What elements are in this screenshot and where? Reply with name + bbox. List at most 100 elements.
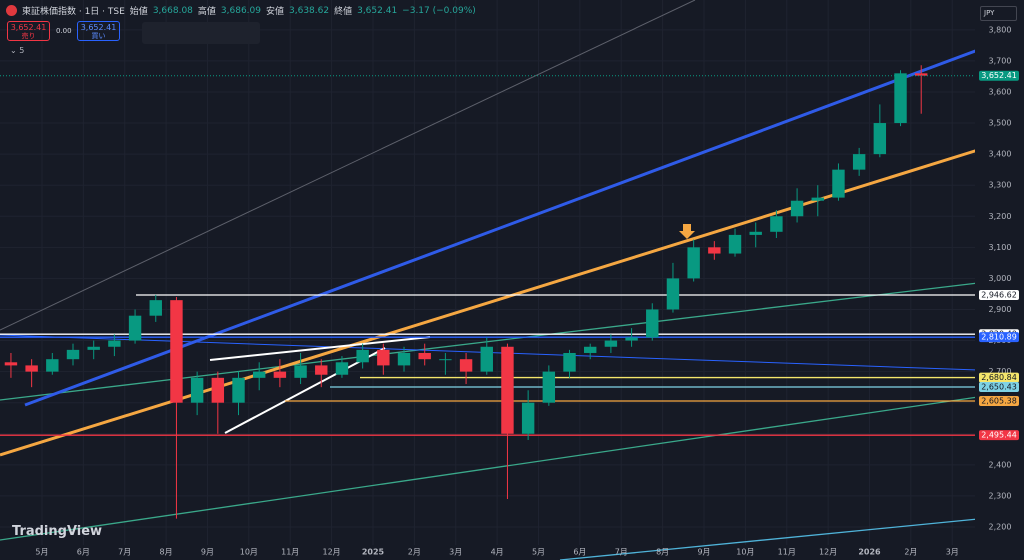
open-label: 始値: [129, 7, 148, 17]
y-tick-label: 3,600: [989, 87, 1012, 96]
candle-body: [377, 349, 390, 366]
candle-body: [356, 349, 369, 363]
y-tick-label: 3,400: [989, 150, 1012, 159]
candle-body: [749, 231, 762, 235]
x-tick-label: 6月: [573, 548, 586, 557]
candle-body: [335, 362, 349, 375]
candle-body: [66, 349, 80, 360]
x-tick-label: 12月: [819, 548, 837, 557]
x-tick-label: 9月: [201, 548, 214, 557]
high: 3,686.09: [220, 5, 261, 16]
y-tick-label: 3,100: [989, 243, 1012, 252]
candle-body: [790, 200, 804, 217]
y-tick-label: 3,700: [989, 56, 1012, 65]
indicator-number: 5: [19, 46, 25, 55]
candle-body: [646, 309, 659, 338]
y-tick-label: 3,300: [989, 181, 1012, 190]
x-tick-label: 6月: [77, 548, 90, 557]
spread: 0.00: [56, 27, 72, 35]
trend-line: [559, 518, 979, 560]
candle-body: [459, 359, 473, 372]
y-tick-label: 3,000: [989, 274, 1012, 283]
price-tag-label: 2,605.38: [981, 397, 1017, 406]
candle-body: [480, 346, 493, 372]
symbol-bar: 東証株価指数 · 1日 · TSE 始値 3,668.08 高値 3,686.09 …: [6, 4, 476, 17]
low-label: 安値: [265, 7, 284, 17]
buy-button[interactable]: 3,652.41 買い: [77, 21, 120, 41]
candle-body: [521, 402, 535, 434]
x-tick-label: 10月: [736, 548, 754, 557]
candle-body: [542, 371, 556, 403]
x-tick-label: 5月: [35, 548, 48, 557]
y-tick-label: 3,500: [989, 119, 1012, 128]
candle-body: [149, 300, 162, 316]
candle-body: [708, 247, 721, 254]
sell-button[interactable]: 3,652.41 売り: [7, 21, 50, 41]
buy-label: 買い: [91, 32, 106, 40]
buy-price: 3,652.41: [80, 23, 117, 32]
candle-body: [832, 169, 845, 198]
candle-body: [852, 154, 866, 170]
trend-line: [209, 336, 431, 361]
drawing-toolbar[interactable]: [142, 22, 260, 44]
close-label: 終値: [334, 7, 353, 17]
x-tick-label: 12月: [323, 548, 341, 557]
change: −3.17 (−0.09%): [402, 5, 476, 16]
candle-body: [211, 377, 225, 403]
y-tick-label: 3,800: [989, 25, 1012, 34]
candle-body: [563, 352, 576, 372]
price-tag: [979, 382, 1019, 393]
price-tag-label: 2,810.89: [981, 333, 1017, 342]
currency[interactable]: JPY: [980, 6, 1017, 21]
candle-body: [273, 371, 287, 378]
x-tick-label: 3月: [946, 548, 959, 557]
candle-body: [294, 365, 307, 378]
candle-body: [770, 216, 783, 232]
candle-body: [873, 123, 887, 155]
candle-body: [915, 73, 928, 76]
x-tick-label: 11月: [281, 548, 299, 557]
symbol-icon: [6, 5, 17, 16]
low: 3,638.62: [289, 5, 330, 16]
indicator-count[interactable]: ⌄ 5: [10, 46, 25, 55]
candle-body: [604, 340, 618, 347]
x-tick-label: 7月: [118, 548, 131, 557]
price-tag: [979, 372, 1019, 383]
x-tick-label: 2026: [858, 548, 881, 557]
candle-body: [728, 234, 742, 254]
x-tick-label: 2月: [408, 548, 421, 557]
candle-body: [190, 377, 204, 403]
x-tick-label: 3月: [449, 548, 462, 557]
x-tick-label: 9月: [697, 548, 710, 557]
trend-line: [24, 48, 979, 407]
candle-body: [583, 346, 597, 353]
x-tick-label: 2月: [904, 548, 917, 557]
candle-body: [687, 247, 700, 279]
price-tag-label: 2,495.44: [981, 431, 1017, 440]
price-tag: [979, 332, 1019, 343]
x-tick-label: 4月: [491, 548, 504, 557]
candle-body: [232, 377, 245, 403]
candle-body: [439, 359, 452, 361]
price-tag-label: 2,680.84: [981, 373, 1017, 382]
price-axis: [975, 0, 1024, 560]
symbol: 東証株価指数 · 1日 · TSE: [22, 7, 125, 17]
candle-body: [666, 278, 680, 310]
y-tick-label: 3,200: [989, 212, 1012, 221]
candle-body: [25, 365, 38, 372]
price-tag-label: 2,946.62: [981, 290, 1017, 299]
y-tick-label: 2,200: [989, 522, 1012, 531]
open: 3,668.08: [152, 5, 193, 16]
price-tag: [979, 430, 1019, 441]
close: 3,652.41: [357, 5, 398, 16]
x-tick-label: 5月: [532, 548, 545, 557]
price-tag-label: 2,650.43: [981, 383, 1017, 392]
x-tick-label: 8月: [656, 548, 669, 557]
trend-line: [0, 282, 979, 401]
x-tick-label: 7月: [615, 548, 628, 557]
y-tick-label: 2,700: [989, 367, 1012, 376]
trend-line: [0, 396, 979, 541]
candle-body: [315, 365, 328, 375]
